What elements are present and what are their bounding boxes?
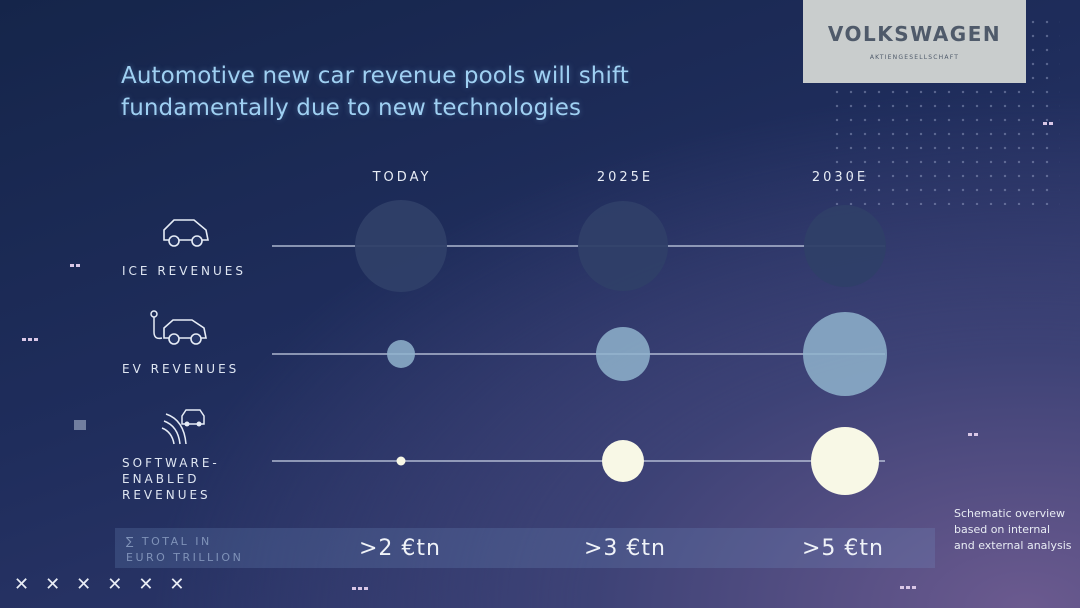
logo-subtitle: AKTIENGESELLSCHAFT	[869, 54, 960, 61]
row-label-ev: EV REVENUES	[122, 362, 240, 376]
column-header-2030e: 2030E	[811, 170, 869, 185]
bubble-2-today	[396, 456, 406, 466]
pixel-decoration	[1043, 110, 1065, 125]
bubble-0-2030e	[804, 205, 886, 287]
bubble-1-2025e	[596, 327, 650, 381]
title-line-2: fundamentally due to new technologies	[121, 95, 582, 121]
total-value-today: >2 €tn	[359, 536, 441, 561]
bubble-1-2030e	[803, 312, 887, 396]
bubble-0-2025e	[578, 201, 668, 291]
bubble-2-2030e	[811, 427, 879, 495]
title-line-1: Automotive new car revenue pools will sh…	[121, 63, 629, 89]
volkswagen-logo: VOLKSWAGEN AKTIENGESELLSCHAFT	[803, 0, 1026, 83]
pixel-decoration	[900, 574, 922, 589]
total-label: ∑ TOTAL IN EURO TRILLION	[126, 535, 244, 564]
car-icon	[163, 219, 209, 247]
pixel-decoration	[22, 326, 44, 341]
square-decoration	[74, 420, 86, 430]
row-label-ice: ICE REVENUES	[122, 264, 246, 278]
slide-title: Automotive new car revenue pools will sh…	[121, 60, 761, 124]
logo-name: VOLKSWAGEN	[827, 22, 1002, 46]
bubble-0-today	[355, 200, 447, 292]
pixel-decoration	[470, 596, 492, 604]
pixel-decoration	[352, 575, 374, 590]
pixel-decoration	[70, 252, 92, 267]
total-bar	[115, 528, 935, 568]
bubble-2-2025e	[602, 440, 644, 482]
schematic-note: Schematic overview based on internal and…	[954, 507, 1072, 552]
electric-car-icon	[150, 310, 207, 345]
x-marks-decoration: ✕✕✕✕✕✕	[14, 574, 201, 595]
pixel-decoration	[968, 421, 990, 436]
bubble-1-today	[387, 340, 415, 368]
column-header-2025e: 2025E	[596, 170, 654, 185]
total-value-2030e: >5 €tn	[802, 536, 884, 561]
total-value-2025e: >3 €tn	[584, 536, 666, 561]
row-label-software: SOFTWARE- ENABLED REVENUES	[122, 456, 220, 502]
connected-car-icon	[161, 409, 205, 445]
column-header-today: TODAY	[372, 170, 432, 185]
